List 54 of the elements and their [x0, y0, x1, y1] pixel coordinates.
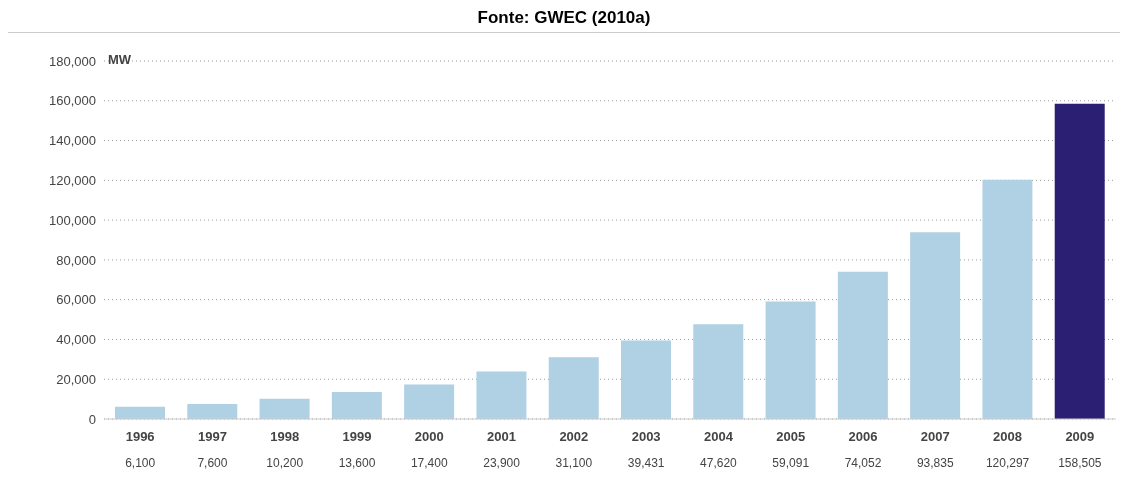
x-tick-label: 2003: [631, 429, 661, 444]
x-tick-label: 1997: [197, 429, 227, 444]
x-tick-label: 2008: [993, 429, 1023, 444]
y-tick-label: 160,000: [49, 93, 96, 109]
data-label: 10,200: [266, 456, 304, 470]
bar: [621, 340, 671, 419]
data-label: 17,400: [410, 456, 448, 470]
x-tick-label: 2005: [776, 429, 806, 444]
x-tick-label: 1998: [270, 429, 300, 444]
data-label: 13,600: [338, 456, 376, 470]
bar: [476, 371, 527, 419]
y-tick-label: 80,000: [56, 252, 96, 268]
bar: [259, 398, 310, 419]
data-label: 23,900: [483, 456, 521, 470]
y-tick-label: 120,000: [49, 172, 96, 188]
bar: [837, 271, 888, 419]
y-tick-label: 20,000: [56, 371, 96, 387]
bar: [1054, 103, 1105, 419]
bar: [331, 391, 382, 419]
bar: [187, 403, 238, 419]
chart-title: Fonte: GWEC (2010a): [8, 8, 1120, 33]
bar: [115, 406, 165, 419]
data-label: 93,835: [916, 456, 954, 470]
y-tick-label: 140,000: [49, 133, 96, 149]
bar: [910, 232, 961, 419]
x-tick-label: 2001: [487, 429, 517, 444]
y-tick-label: 0: [88, 411, 96, 427]
y-tick-label: 60,000: [56, 292, 96, 308]
bar: [404, 384, 455, 419]
data-label: 59,091: [772, 456, 810, 470]
data-label: 120,297: [985, 456, 1030, 470]
data-label: 31,100: [555, 456, 593, 470]
x-tick-label: 1999: [342, 429, 372, 444]
y-tick-label: 100,000: [49, 212, 96, 228]
y-tick-label: 40,000: [56, 332, 96, 348]
x-tick-label: 2009: [1065, 429, 1095, 444]
data-label: 74,052: [844, 456, 882, 470]
y-tick-label: 180,000: [49, 53, 96, 69]
y-axis-title: MW: [108, 52, 132, 67]
bar: [548, 357, 599, 419]
x-tick-label: 2007: [920, 429, 950, 444]
data-label: 158,505: [1058, 456, 1102, 470]
x-tick-label: 2002: [559, 429, 589, 444]
x-tick-label: 1996: [125, 429, 155, 444]
bar: [765, 301, 816, 419]
data-label: 6,100: [125, 456, 156, 470]
bar: [693, 324, 744, 419]
x-tick-label: 2004: [703, 429, 734, 444]
x-tick-label: 2006: [848, 429, 878, 444]
data-label: 7,600: [197, 456, 228, 470]
data-label: 47,620: [700, 456, 738, 470]
x-tick-label: 2000: [414, 429, 444, 444]
data-label: 39,431: [627, 456, 665, 470]
bar: [982, 179, 1033, 419]
